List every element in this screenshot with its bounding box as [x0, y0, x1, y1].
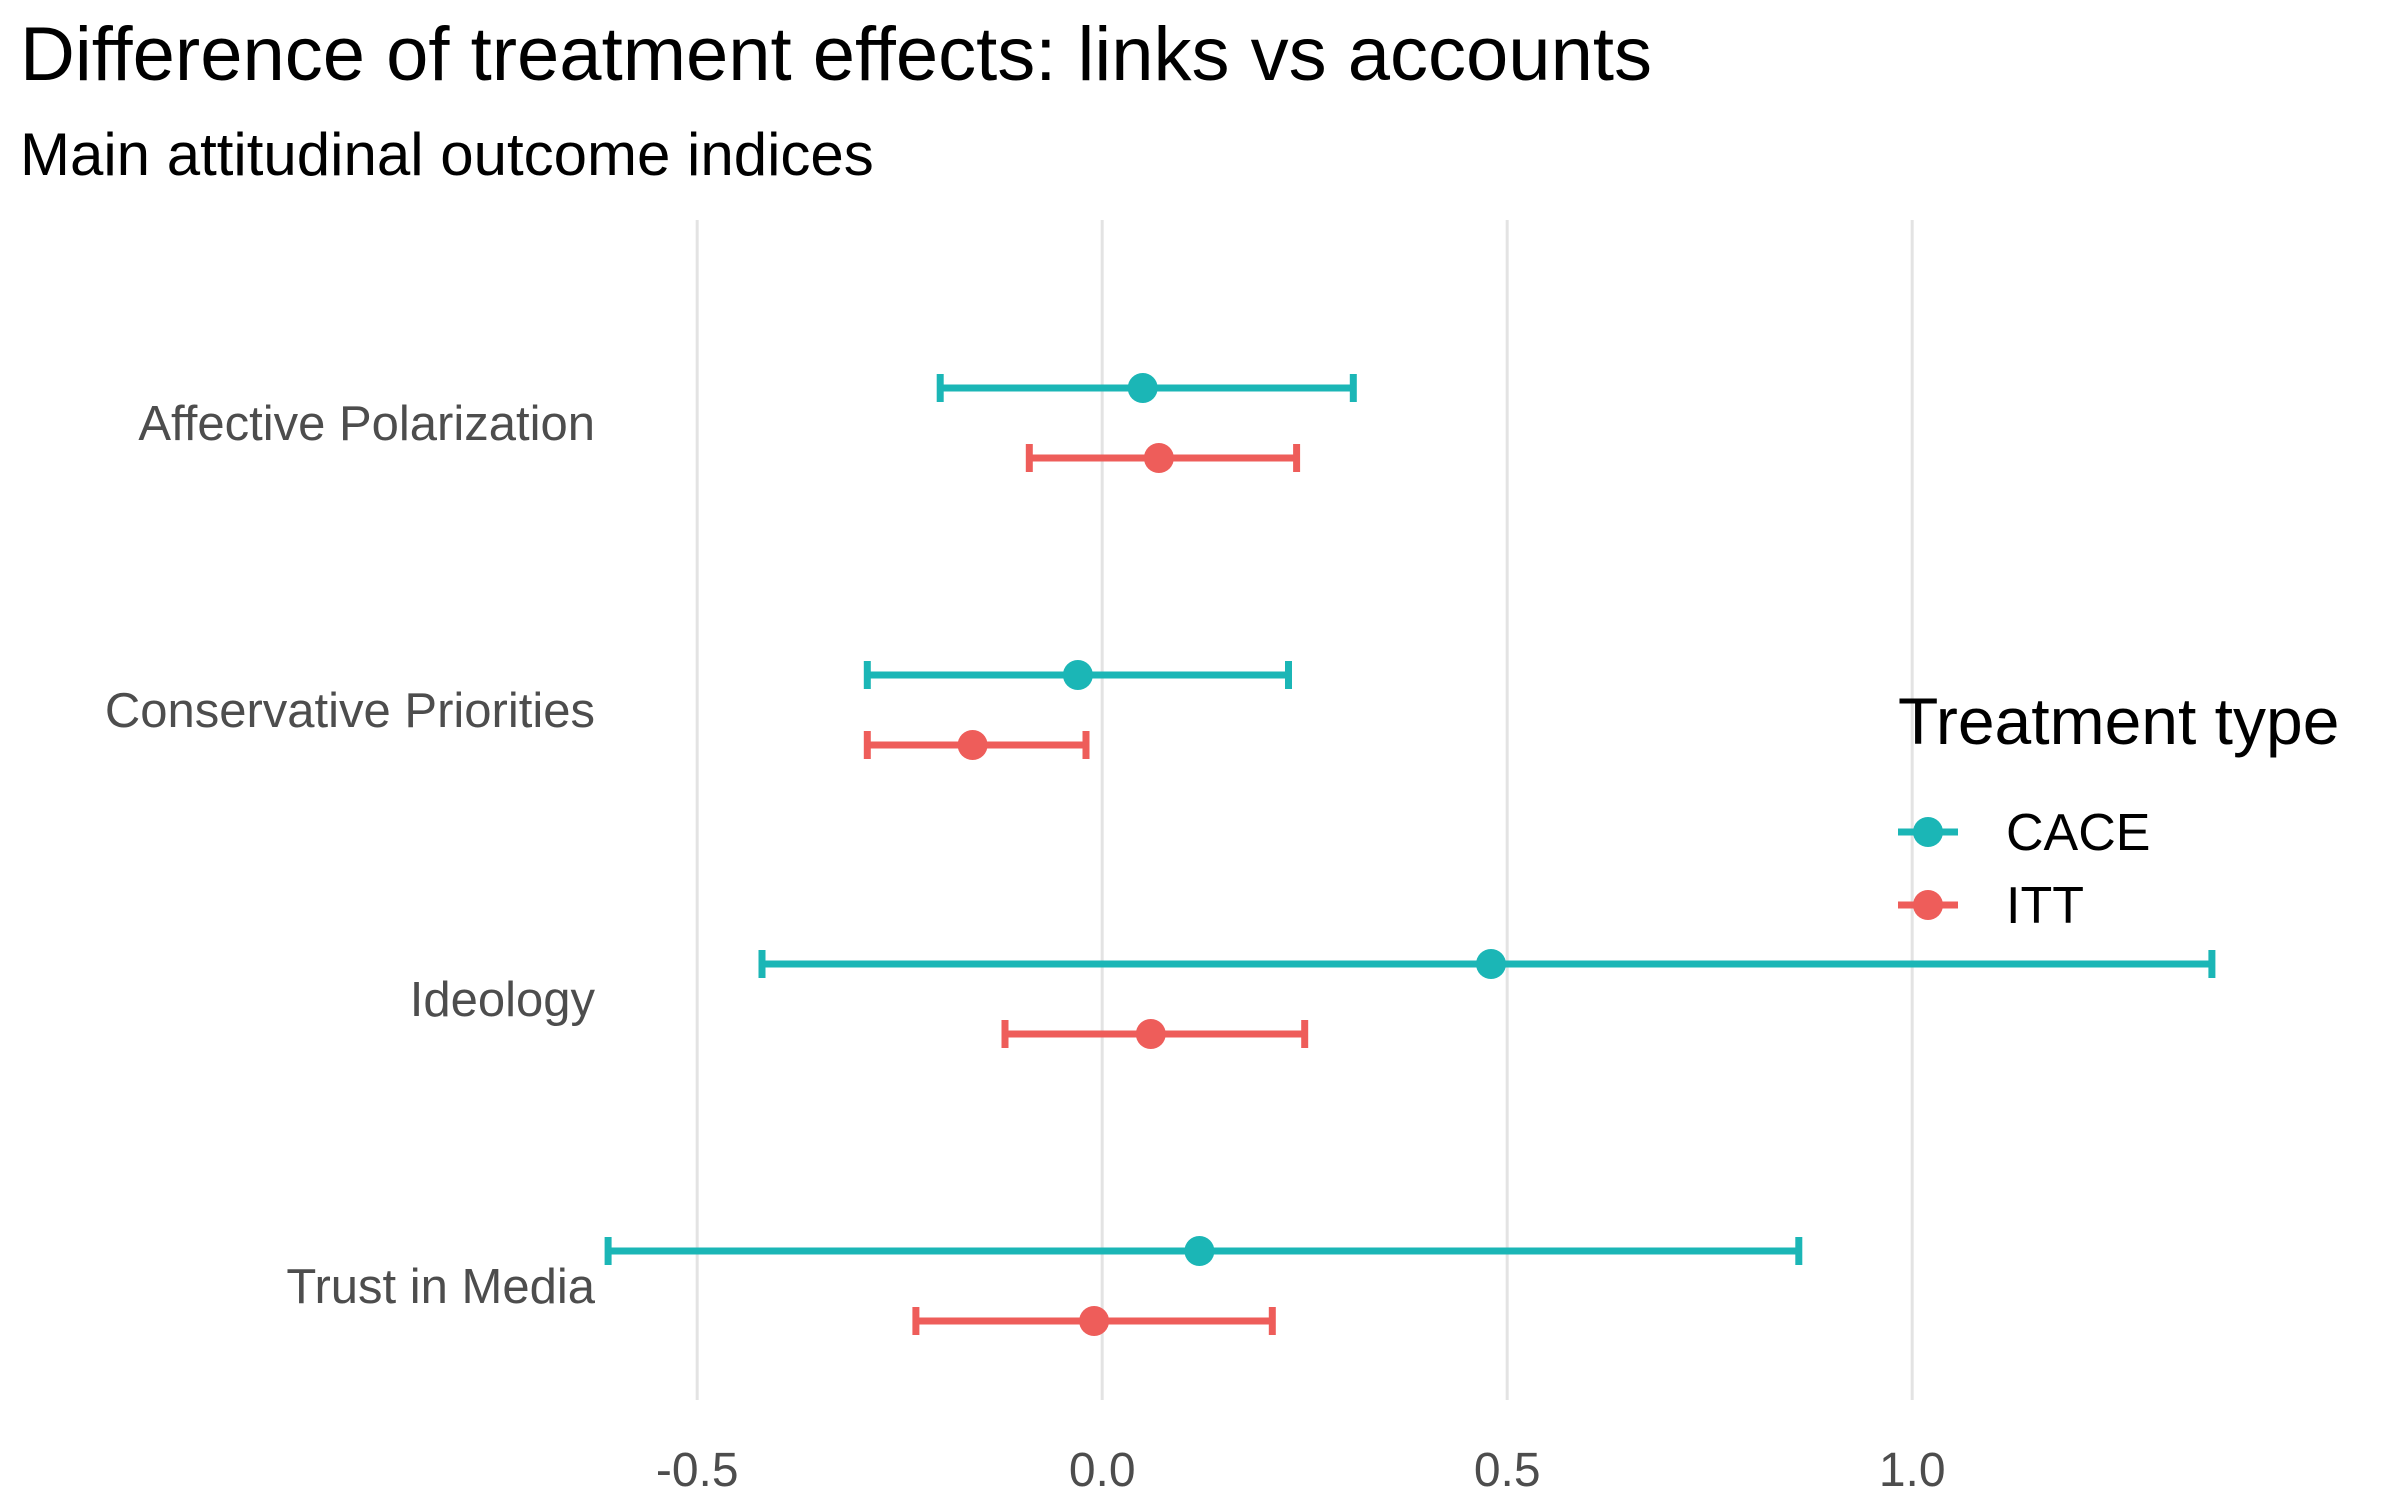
itt-conservative-priorities-point	[957, 730, 988, 760]
legend-label-itt: ITT	[2006, 877, 2084, 935]
grid-layer	[695, 220, 1914, 1400]
cace-ideology-point	[1476, 949, 1506, 979]
cace-trust-in-media-point	[1184, 1236, 1215, 1266]
itt-affective-polarization-point	[1143, 443, 1174, 473]
legend-point-cace	[1913, 817, 1943, 847]
legend: Treatment type CACE ITT	[1898, 684, 2339, 935]
x-tick-label-0-5: 0.5	[1474, 1444, 1541, 1497]
x-tick-label-1-0: 1.0	[1879, 1444, 1946, 1497]
legend-items: CACE ITT	[1898, 804, 2150, 935]
x-axis-labels: -0.5 0.0 0.5 1.0	[656, 1444, 1946, 1497]
cace-affective-polarization-point	[1127, 373, 1158, 403]
itt-ideology-point	[1135, 1019, 1166, 1049]
chart-subtitle: Main attitudinal outcome indices	[20, 121, 874, 188]
series-itt	[863, 443, 1309, 1336]
legend-point-itt	[1913, 890, 1943, 920]
cace-conservative-priorities-point	[1062, 660, 1093, 690]
legend-label-cace: CACE	[2006, 804, 2150, 862]
chart-marks	[604, 373, 2216, 1336]
x-tick-label-0-5: -0.5	[656, 1444, 739, 1497]
y-axis-labels: Affective Polarization Conservative Prior…	[105, 397, 596, 1314]
series-cace	[604, 373, 2216, 1266]
y-tick-label-affective-polarization: Affective Polarization	[138, 397, 595, 451]
y-tick-label-conservative-priorities: Conservative Priorities	[105, 684, 595, 738]
legend-title: Treatment type	[1898, 684, 2339, 758]
itt-trust-in-media-point	[1079, 1306, 1110, 1336]
y-tick-label-ideology: Ideology	[410, 973, 596, 1027]
y-tick-label-trust-in-media: Trust in Media	[286, 1260, 595, 1314]
chart-title: Difference of treatment effects: links v…	[20, 12, 1652, 97]
x-tick-label-0-0: 0.0	[1069, 1444, 1136, 1497]
